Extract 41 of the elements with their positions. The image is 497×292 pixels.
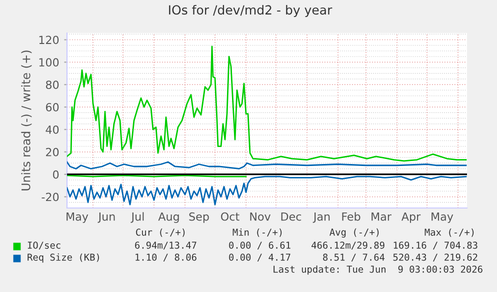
text: 466.12m/29.89 xyxy=(312,242,384,250)
line-series xyxy=(67,176,467,206)
text: 520.43 / 219.62 xyxy=(393,254,478,262)
y-tick-label: -20 xyxy=(42,192,59,202)
text: 169.16 / 704.83 xyxy=(394,242,478,250)
y-tick-label: 100 xyxy=(39,58,59,67)
x-tick-label: Feb xyxy=(342,212,360,221)
text: Avg (-/+) xyxy=(330,228,379,238)
line-series xyxy=(67,46,467,162)
legend-label: IO/sec xyxy=(28,242,60,250)
x-tick-label: Mar xyxy=(372,212,392,221)
y-tick-label: 60 xyxy=(46,103,59,112)
x-tick-label: Apr xyxy=(401,212,421,223)
line-series xyxy=(67,161,467,170)
x-tick-label: Jan xyxy=(312,212,330,223)
text: 0.00 / 6.61 xyxy=(229,242,290,250)
x-tick-label: May xyxy=(432,212,454,223)
text: Min (-/+) xyxy=(232,228,282,237)
x-tick-label: Dec xyxy=(281,212,302,221)
y-tick-label: 120 xyxy=(39,36,59,44)
text: 6.94m/13.47 xyxy=(135,242,196,250)
text: Max (-/+) xyxy=(424,228,474,237)
x-tick-label: Nov xyxy=(250,212,271,221)
x-tick-label: Oct xyxy=(221,212,240,221)
chart-title: IOs for /dev/md2 - by year xyxy=(169,4,332,18)
x-tick-label: Sep xyxy=(189,212,209,223)
text: Cur (-/+) xyxy=(136,228,185,237)
y-tick-label: 0 xyxy=(53,170,59,179)
legend-label: Req Size (KB) xyxy=(28,253,99,263)
text: Last update: Tue Jun 9 03:00:03 2026 xyxy=(274,265,482,275)
text: 8.51 / 7.64 xyxy=(323,254,385,262)
y-tick-label: 40 xyxy=(46,125,59,134)
x-tick-label: Jun xyxy=(98,212,115,223)
y-tick-label: 80 xyxy=(46,80,59,89)
y-axis-title: Units read (-) / write (+) xyxy=(21,50,32,190)
x-tick-label: Jul xyxy=(130,212,144,223)
x-tick-label: May xyxy=(66,212,88,223)
text: 1.10 / 8.06 xyxy=(136,254,196,262)
text: 0.00 / 4.17 xyxy=(229,254,290,262)
y-tick-label: 20 xyxy=(46,148,59,156)
x-tick-label: Aug xyxy=(158,212,179,223)
